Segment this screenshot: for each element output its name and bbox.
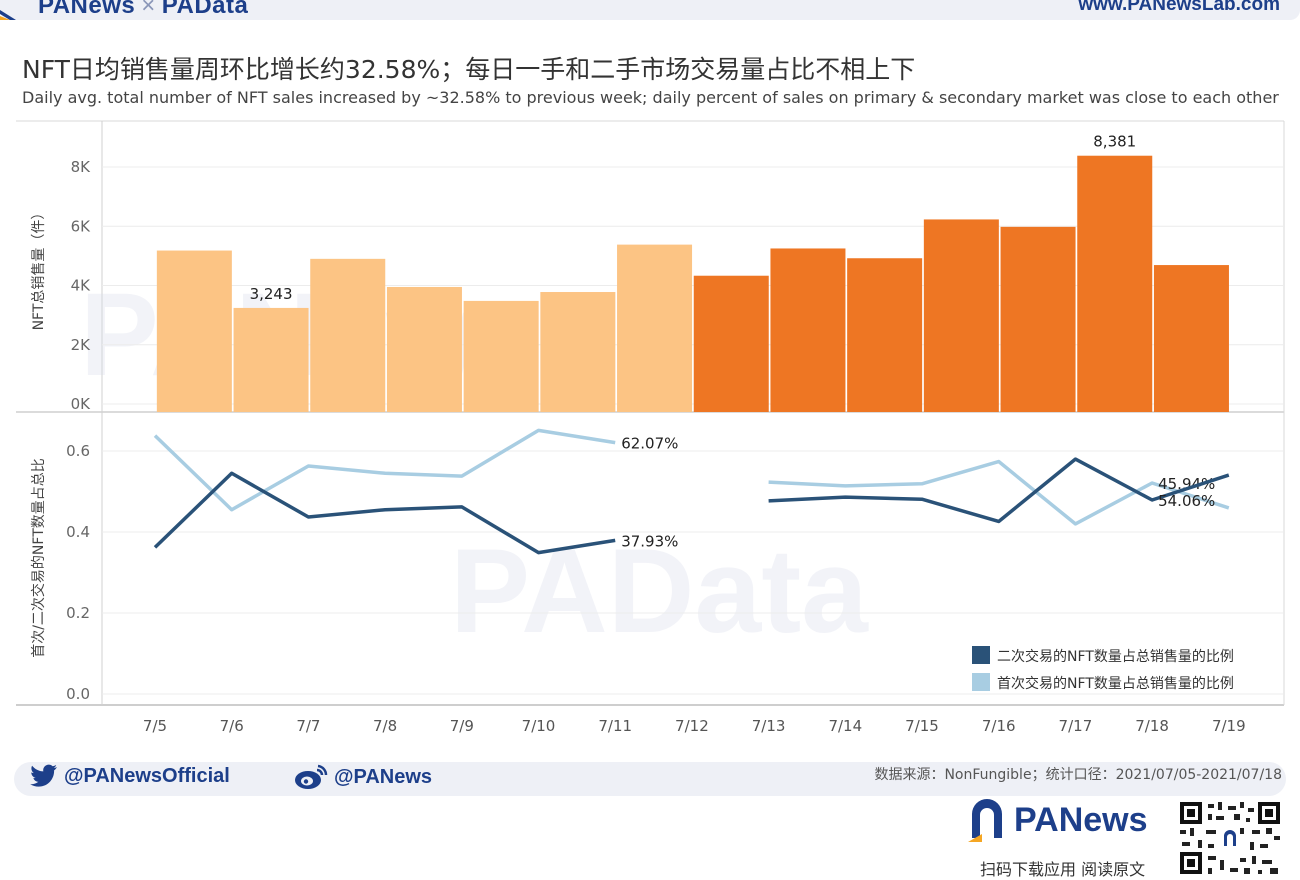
watermark-padata: PAData xyxy=(450,524,869,658)
x-tick-label: 7/10 xyxy=(522,717,556,735)
bar-7-13 xyxy=(770,248,846,412)
x-tick-label: 7/12 xyxy=(675,717,709,735)
panews-logo-icon xyxy=(968,799,1002,842)
series-line-secondary-segment-2 xyxy=(768,457,1230,524)
series-line-primary-segment-1 xyxy=(153,428,616,512)
bar-7-6 xyxy=(233,307,309,412)
twitter-icon xyxy=(30,764,57,787)
bar-7-12 xyxy=(693,275,769,412)
chart-title: NFT日均销售量周环比增长约32.58%；每日一手和二手市场交易量占比不相上下 xyxy=(22,55,916,84)
bar-y-tick-label: 6K xyxy=(71,217,92,235)
x-tick-label: 7/16 xyxy=(982,717,1016,735)
data-source: 数据来源：NonFungible；统计口径：2021/07/05-2021/07… xyxy=(874,767,1282,783)
weibo-handle[interactable]: @PANews xyxy=(294,764,432,790)
bar-7-14 xyxy=(847,258,923,412)
bar-7-7 xyxy=(310,258,386,412)
bar-data-label: 8,381 xyxy=(1093,133,1136,151)
bar-7-5 xyxy=(156,250,232,412)
qr-code-icon[interactable] xyxy=(1178,800,1282,876)
bar-y-tick-label: 0K xyxy=(71,395,92,413)
chart-subtitle: Daily avg. total number of NFT sales inc… xyxy=(22,88,1279,107)
twitter-handle-text: @PANewsOfficial xyxy=(64,764,230,787)
bar-data-label: 3,243 xyxy=(250,285,293,303)
x-tick-label: 7/13 xyxy=(752,717,786,735)
x-tick-label: 7/17 xyxy=(1059,717,1093,735)
line-y-tick-label: 0.2 xyxy=(66,604,90,622)
line-y-axis-label: 首次/二次交易的NFT数量占总比 xyxy=(30,458,47,658)
bar-y-tick-label: 4K xyxy=(71,277,92,295)
x-tick-label: 7/15 xyxy=(905,717,939,735)
top-brand: PANews × PAData xyxy=(38,0,248,20)
line-y-tick-label: 0.4 xyxy=(66,523,90,541)
line-y-tick-label: 0.6 xyxy=(66,442,90,460)
brand-right: PAData xyxy=(161,0,249,19)
bottom-brand: PANews xyxy=(968,798,1148,842)
bar-y-tick-label: 2K xyxy=(71,336,92,354)
legend-label: 首次交易的NFT数量占总销售量的比例 xyxy=(997,675,1234,692)
x-tick-label: 7/5 xyxy=(143,717,167,735)
site-url[interactable]: www.PANewsLab.com xyxy=(1078,0,1280,15)
x-tick-label: 7/19 xyxy=(1212,717,1246,735)
scan-instructions: 扫码下载应用 阅读原文 xyxy=(980,860,1146,879)
x-tick-label: 7/8 xyxy=(373,717,397,735)
line-end-label: 37.93% xyxy=(621,532,678,550)
brand-separator: × xyxy=(141,0,156,19)
bar-y-tick-label: 8K xyxy=(71,158,92,176)
line-end-label: 45.94% xyxy=(1158,475,1215,493)
bar-7-8 xyxy=(386,286,462,412)
series-line-primary-segment-2 xyxy=(768,459,1230,526)
line-end-label: 54.06% xyxy=(1158,492,1215,510)
x-tick-label: 7/14 xyxy=(828,717,862,735)
bar-y-axis-label: NFT总销售量（件） xyxy=(31,206,47,331)
weibo-handle-text: @PANews xyxy=(334,765,433,788)
bar-7-17 xyxy=(1077,155,1153,412)
x-tick-label: 7/9 xyxy=(450,717,474,735)
twitter-handle[interactable]: @PANewsOfficial xyxy=(30,764,230,788)
x-tick-label: 7/7 xyxy=(296,717,320,735)
legend-label: 二次交易的NFT数量占总销售量的比例 xyxy=(997,648,1234,665)
top-banner xyxy=(0,0,1300,20)
bar-7-11 xyxy=(617,244,693,412)
x-tick-label: 7/6 xyxy=(220,717,244,735)
legend-swatch xyxy=(972,646,990,664)
x-tick-label: 7/11 xyxy=(598,717,632,735)
panews-logo-icon xyxy=(0,10,16,20)
series-line-secondary-segment-1 xyxy=(153,471,616,555)
bar-7-18 xyxy=(1153,265,1229,412)
bottom-brand-text: PANews xyxy=(1014,800,1148,839)
footer-bar xyxy=(14,762,1286,796)
bar-7-16 xyxy=(1000,226,1076,412)
x-tick-label: 7/18 xyxy=(1135,717,1169,735)
line-y-tick-label: 0.0 xyxy=(66,685,90,703)
line-end-label: 62.07% xyxy=(621,435,678,453)
brand-left: PANews xyxy=(38,0,136,19)
bar-7-15 xyxy=(923,219,999,412)
weibo-icon xyxy=(295,764,328,789)
chart-canvas: PANewsPAData0K2K4K6K8KNFT总销售量（件）3,2438,3… xyxy=(16,120,1285,735)
bar-7-10 xyxy=(540,292,616,412)
legend-swatch xyxy=(972,673,990,691)
bar-7-9 xyxy=(463,300,539,412)
